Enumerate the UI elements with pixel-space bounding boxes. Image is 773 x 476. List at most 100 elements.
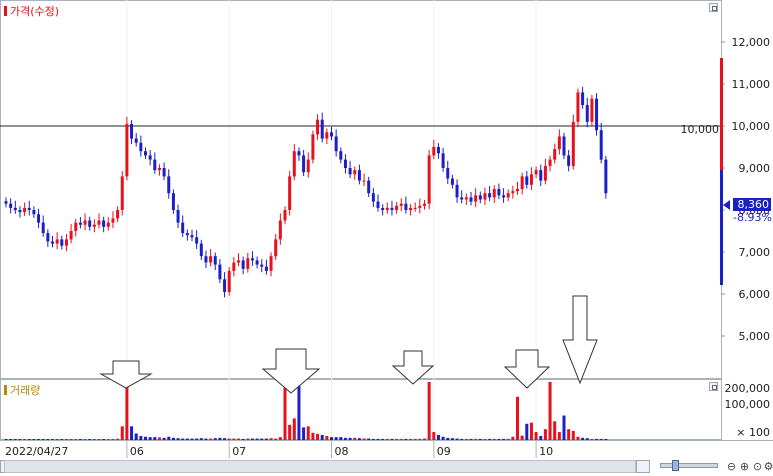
volume-bar xyxy=(334,437,338,440)
volume-bar xyxy=(529,422,533,440)
price-candle-body xyxy=(432,147,436,156)
price-pane-maximize-button[interactable] xyxy=(709,3,718,12)
volume-bar xyxy=(134,433,138,440)
volume-bar xyxy=(516,396,519,440)
volume-bar xyxy=(153,437,157,440)
price-candle-body xyxy=(590,98,594,122)
price-tick-label: 6,000 xyxy=(739,288,771,301)
volume-legend-swatch xyxy=(4,385,7,395)
scroll-right-button[interactable] xyxy=(636,460,650,473)
volume-bar xyxy=(413,438,417,440)
volume-bar xyxy=(297,386,301,440)
zoom-in-icon[interactable]: ⊕ xyxy=(739,460,750,473)
volume-bar xyxy=(436,434,440,440)
price-candle-body xyxy=(218,264,222,280)
price-candle-body xyxy=(260,264,264,267)
volume-bar xyxy=(78,439,82,440)
volume-bars xyxy=(4,382,608,440)
volume-tick-label: 200,000 xyxy=(725,382,771,395)
volume-bar xyxy=(125,382,129,440)
price-candle-body xyxy=(274,239,278,257)
volume-bar xyxy=(55,439,59,440)
volume-bar xyxy=(469,438,473,440)
volume-bar xyxy=(557,432,561,440)
volume-pane-label[interactable]: 거래량 xyxy=(4,382,40,398)
price-candle-body xyxy=(585,105,589,122)
price-candle-body xyxy=(195,237,199,244)
volume-bar xyxy=(83,439,87,440)
volume-bar xyxy=(37,439,41,440)
price-pane-label[interactable]: 가격(수정) xyxy=(4,3,59,19)
price-candle-body xyxy=(604,159,608,194)
volume-bar xyxy=(306,426,310,440)
volume-bar xyxy=(497,438,501,440)
zoom-reset-icon[interactable]: ⊙ xyxy=(752,460,763,473)
price-candle-body xyxy=(446,168,450,179)
zoom-out-icon[interactable]: ⊖ xyxy=(726,460,737,473)
price-candle-body xyxy=(41,222,45,234)
price-candle-body xyxy=(436,147,440,154)
price-candle-body xyxy=(534,170,538,175)
price-candle-body xyxy=(520,176,524,189)
volume-bar xyxy=(567,429,571,440)
volume-bar xyxy=(9,439,13,440)
volume-multiplier-label: × 100 xyxy=(736,426,770,439)
price-candle-body xyxy=(576,92,580,122)
volume-bar xyxy=(399,438,403,440)
volume-bar xyxy=(167,436,171,440)
price-candle-body xyxy=(74,222,78,231)
price-candle-body xyxy=(306,159,310,173)
annotation-arrows xyxy=(99,295,598,394)
volume-bar xyxy=(157,437,161,440)
price-candle-body xyxy=(343,159,347,168)
volume-bar xyxy=(46,439,50,440)
price-candle-body xyxy=(488,193,492,198)
volume-bar xyxy=(162,437,166,440)
price-candle-body xyxy=(330,132,333,137)
volume-bar xyxy=(539,436,543,440)
volume-bar xyxy=(371,438,375,440)
price-candle-body xyxy=(46,233,50,242)
price-candle-body xyxy=(469,197,473,202)
volume-bar xyxy=(264,438,268,440)
price-candle-body xyxy=(171,193,175,210)
date-axis-ticks: 2022/04/27 06 07 08 09 10 xyxy=(5,440,553,458)
price-candle-body xyxy=(497,189,501,196)
price-candle-body xyxy=(148,155,152,160)
volume-pane-maximize-button[interactable] xyxy=(709,382,718,391)
price-candle-body xyxy=(539,170,543,181)
volume-bar xyxy=(288,424,292,440)
date-tick-label: 10 xyxy=(539,445,553,458)
price-candle-body xyxy=(567,155,571,166)
price-tick-label: 5,000 xyxy=(739,330,771,343)
price-candle-body xyxy=(92,224,96,227)
price-candle-body xyxy=(23,207,27,213)
volume-bar xyxy=(250,438,254,440)
volume-bar xyxy=(520,435,524,440)
price-candle-body xyxy=(116,210,120,219)
volume-bar xyxy=(562,415,566,440)
price-candle-body xyxy=(167,176,171,194)
price-candle-body xyxy=(69,231,73,240)
price-pane-title: 가격(수정) xyxy=(10,5,60,18)
price-candle-body xyxy=(55,239,59,244)
price-candle-body xyxy=(511,191,515,194)
volume-axis-ticks: 100,000 200,000 xyxy=(725,382,771,411)
price-candle-body xyxy=(316,119,320,135)
volume-bar xyxy=(325,436,329,440)
last-price-marker xyxy=(723,200,730,210)
horizontal-scrollbar[interactable] xyxy=(4,460,636,473)
volume-bar xyxy=(60,439,64,440)
zoom-slider[interactable] xyxy=(660,463,718,468)
zoom-slider-handle[interactable] xyxy=(672,460,679,471)
price-candle-body xyxy=(413,207,417,209)
volume-bar xyxy=(330,437,333,440)
price-candle-body xyxy=(460,197,464,200)
price-candle-body xyxy=(571,121,575,166)
volume-bar xyxy=(460,438,464,440)
volume-bar xyxy=(492,438,496,440)
price-candle-body xyxy=(557,136,561,150)
price-candle-body xyxy=(320,119,324,139)
volume-bar xyxy=(376,438,380,440)
settings-icon[interactable]: ⚙ xyxy=(763,460,773,473)
